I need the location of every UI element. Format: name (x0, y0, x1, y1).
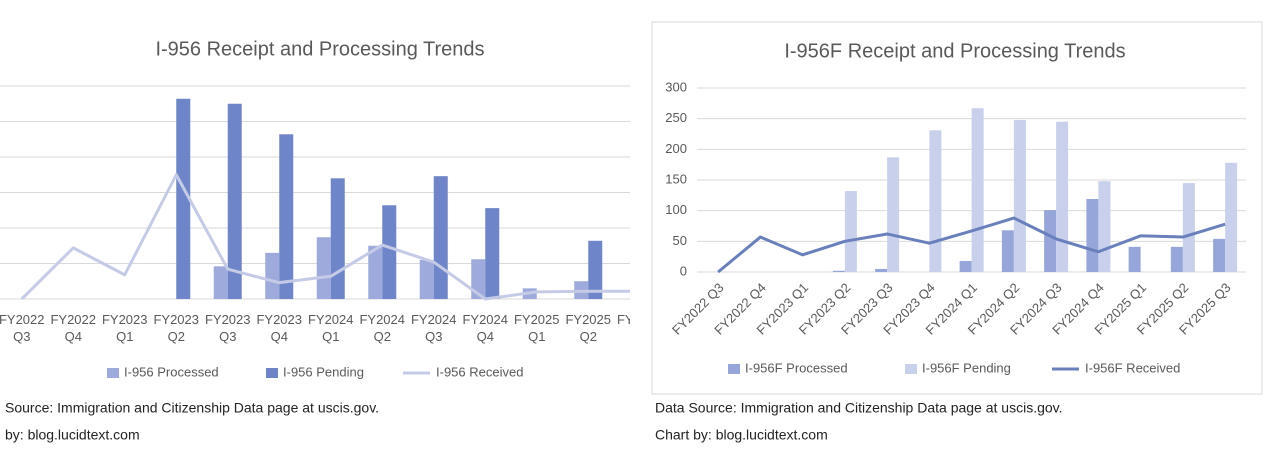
x-tick-label: FY2022 Q3 (0, 312, 45, 344)
x-tick-label: FY2023 Q4 (256, 312, 303, 344)
y-tick-label: 50 (673, 233, 687, 248)
x-tick-label: FY2025 Q2 (565, 312, 612, 344)
bar (832, 270, 845, 272)
bar (1056, 121, 1069, 272)
bar (1128, 246, 1141, 272)
bar (844, 191, 857, 272)
bar (1086, 199, 1099, 272)
y-tick-label: 250 (665, 110, 687, 125)
bar (382, 205, 397, 299)
bar (176, 98, 191, 299)
legend-label: I-956 Processed (124, 364, 219, 379)
line (20, 173, 630, 301)
x-tick-label: FY2023 Q2 (153, 312, 200, 344)
x-tick-label: FY2022 Q4 (50, 312, 97, 344)
x-tick-label: FY2023 Q1 (101, 312, 148, 344)
legend-label: I-956F Received (1085, 360, 1180, 375)
bar (875, 268, 888, 272)
y-tick-label: 100 (665, 202, 687, 217)
bar (316, 237, 331, 299)
x-tick-label: FY2023 Q3 (204, 312, 251, 344)
chart-right: I-956F Receipt and Processing Trends 0 50 1… (655, 40, 1246, 443)
bar (213, 266, 228, 299)
legend-swatch (905, 364, 917, 374)
bar (588, 240, 603, 299)
legend-label: I-956F Processed (745, 360, 848, 375)
bar (471, 259, 486, 299)
x-labels: FY2022 Q3 FY2022 Q4 FY2023 Q1 FY2023 Q2 FY20… (0, 0, 630, 468)
x-tick-label: FY2024 Q2 (359, 312, 406, 344)
bar (1013, 119, 1026, 272)
line (717, 216, 1226, 274)
x-tick-label: FY2024 Q1 (307, 312, 354, 344)
y-tick-label: 200 (665, 141, 687, 156)
y-tick-label: 150 (665, 171, 687, 186)
source-note: Source: Immigration and Citizenship Data… (5, 400, 379, 416)
bar (265, 252, 280, 299)
bar (1182, 183, 1195, 272)
legend-swatch (266, 368, 278, 378)
chart-title: I-956 Receipt and Processing Trends (155, 38, 484, 60)
bar (929, 130, 942, 272)
bar (959, 260, 972, 272)
bar (279, 134, 294, 299)
x-tick-label: FY2025 Q3 (616, 312, 630, 327)
bar (368, 245, 383, 299)
y-tick-label: 0 (680, 263, 687, 278)
x-tick-label: FY2024 Q3 (410, 312, 457, 344)
bar (1225, 162, 1238, 272)
y-tick-label: 300 (665, 79, 687, 94)
chart-title: I-956F Receipt and Processing Trends (784, 40, 1125, 62)
bar (1098, 181, 1111, 272)
bar (887, 157, 900, 272)
legend-label: I-956 Pending (283, 364, 364, 379)
chart-frame (651, 21, 1263, 395)
bar (1170, 246, 1183, 272)
source-note: Data Source: Immigration and Citizenship… (655, 400, 1063, 416)
legend-swatch (728, 364, 740, 374)
bar (971, 108, 984, 273)
legend-swatch (107, 368, 119, 378)
bar (419, 259, 434, 299)
bar (1001, 230, 1014, 272)
bar (1044, 210, 1057, 272)
credit-note: by: blog.lucidtext.com (5, 427, 140, 443)
legend-label: I-956F Pending (922, 360, 1011, 375)
credit-note: Chart by: blog.lucidtext.com (655, 427, 828, 443)
legend-label: I-956 Received (436, 364, 523, 379)
x-tick-label: FY2025 Q1 (513, 312, 560, 344)
bar (485, 208, 500, 299)
chart-left: I-956 Receipt and Processing Trends05010… (0, 38, 630, 443)
bar (1213, 238, 1226, 272)
bar (227, 103, 242, 299)
x-tick-label: FY2024 Q4 (462, 312, 509, 344)
